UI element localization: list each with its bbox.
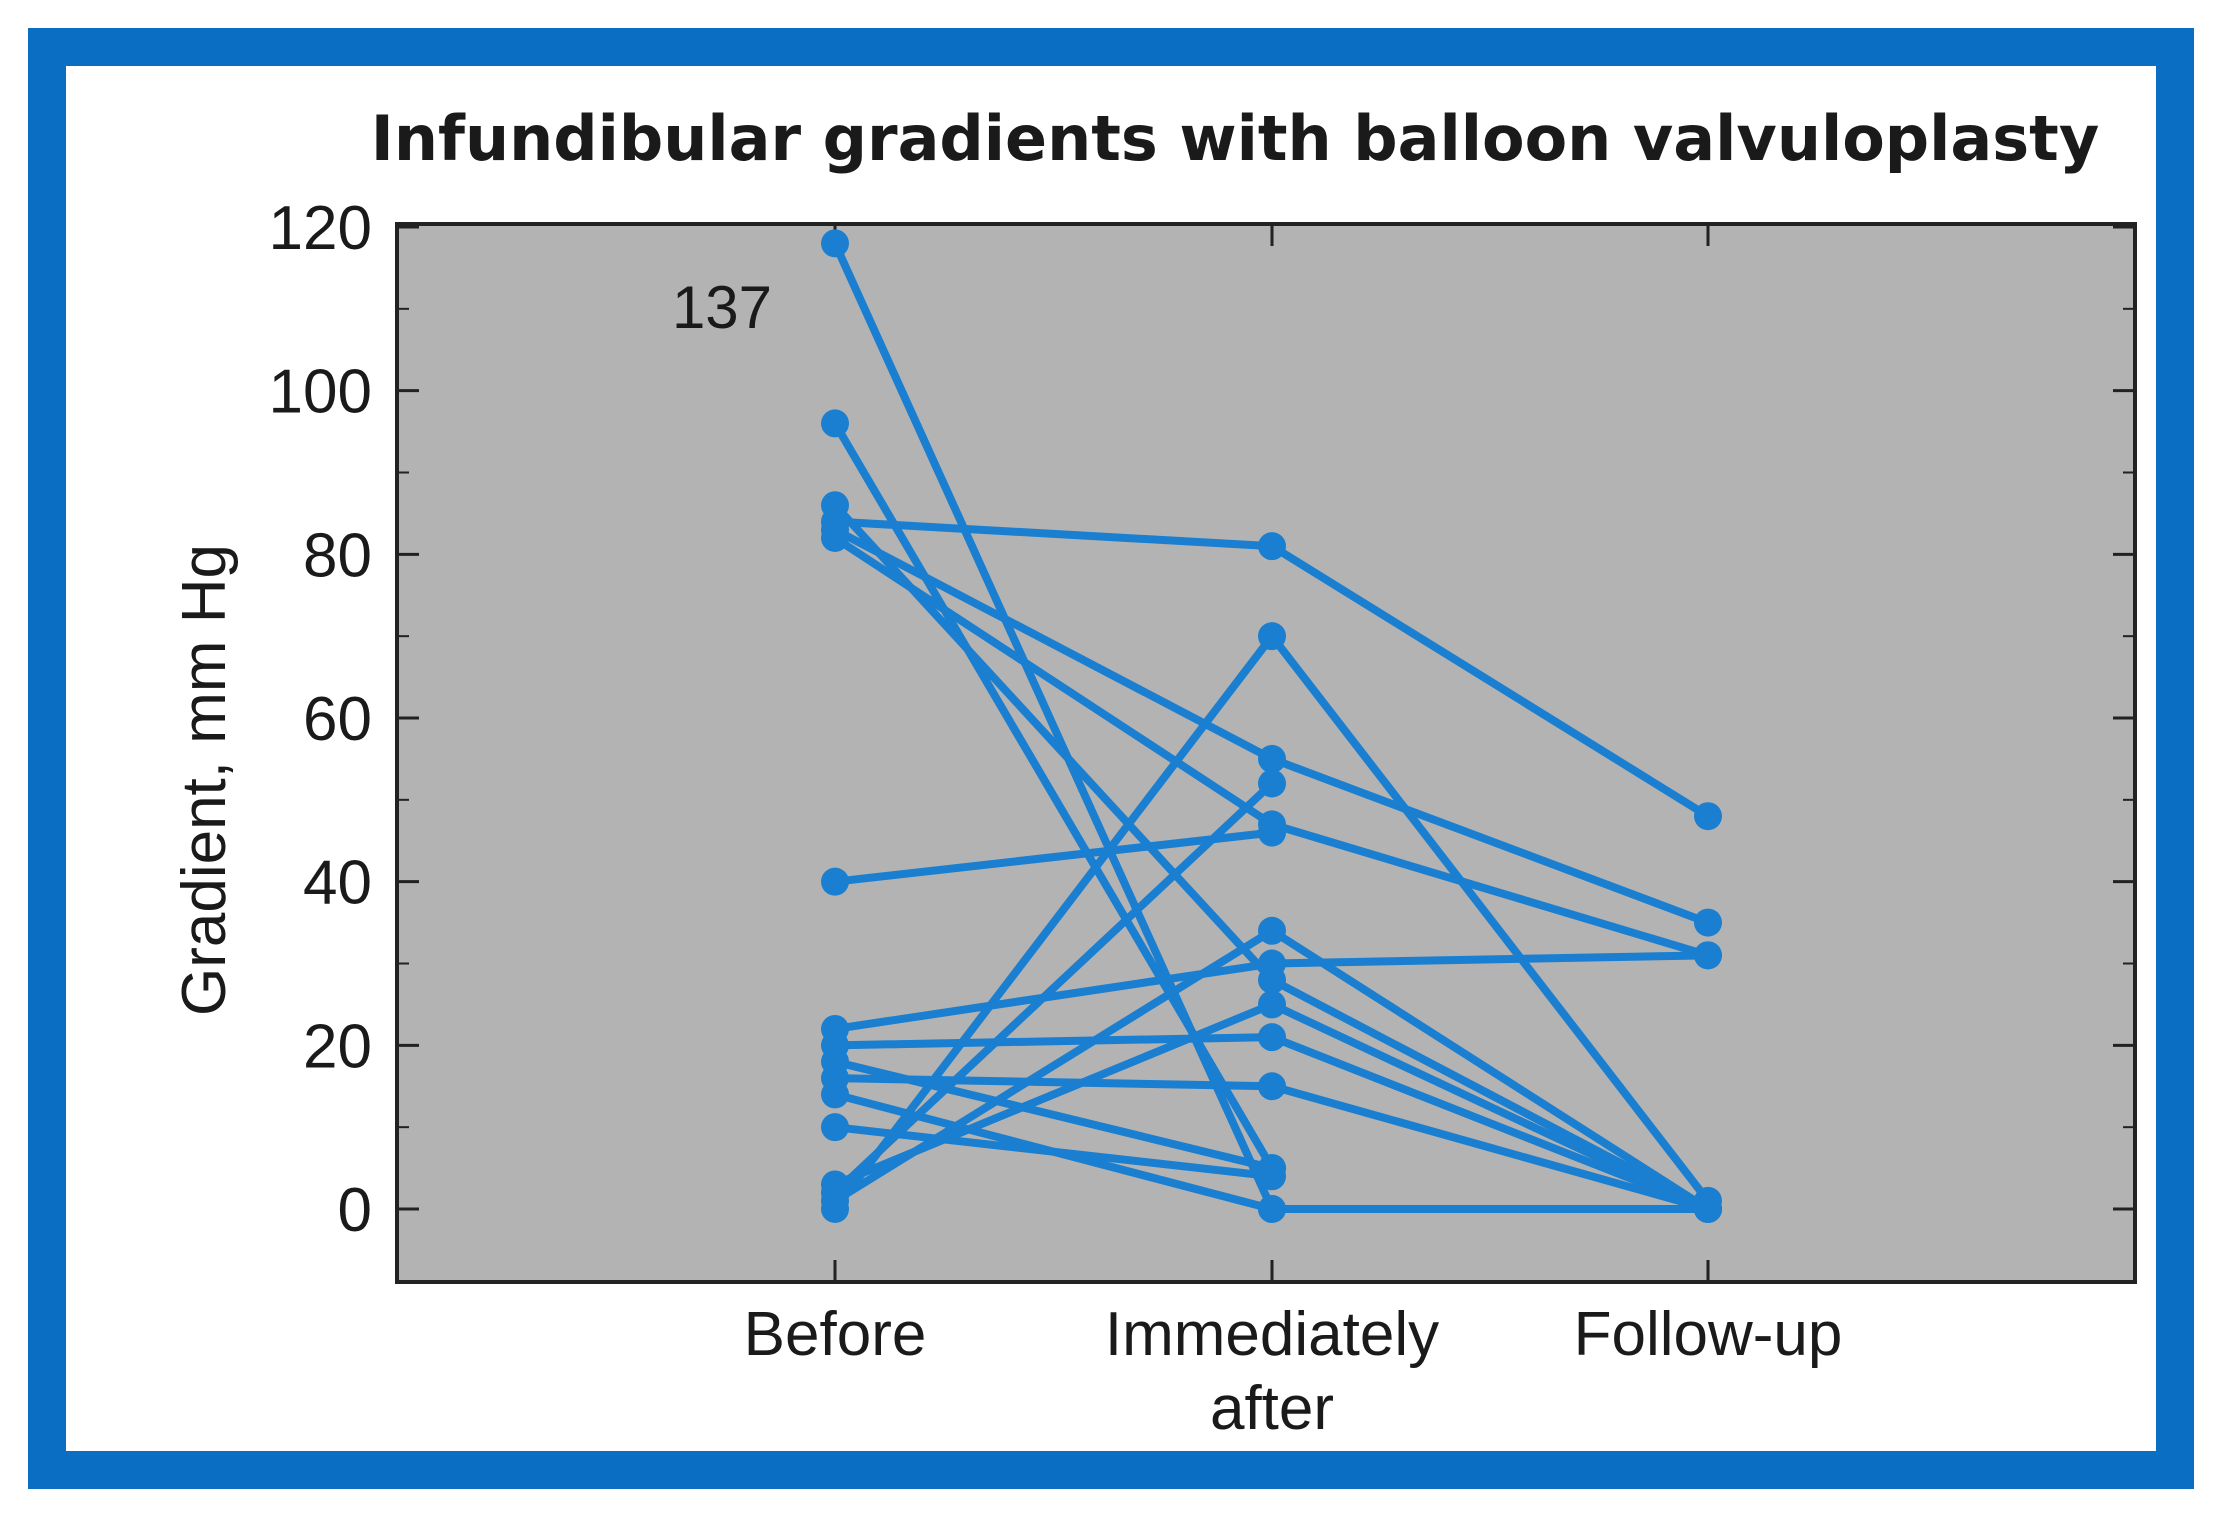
plot-border <box>395 222 2137 1284</box>
chart-title: Infundibular gradients with balloon valv… <box>371 102 2099 175</box>
data-point-s3-1 <box>1258 532 1286 561</box>
series-line-1 <box>831 419 1276 1173</box>
data-point-s13-1 <box>1258 622 1286 651</box>
data-point-s10-1 <box>1258 1072 1286 1101</box>
x-tick-label-1: Immediately after <box>1105 1300 1439 1443</box>
data-point-s11-0 <box>821 1080 849 1109</box>
annotation-137: 137 <box>672 274 772 341</box>
data-point-s6-1 <box>1258 818 1286 847</box>
y-tick-label-120: 120 <box>269 194 372 263</box>
data-point-s15-1 <box>1258 916 1286 945</box>
y-tick-labels: 0 20 40 60 80 100 120 <box>269 194 372 1245</box>
data-point-s8-1 <box>1258 1023 1286 1052</box>
data-point-s14-1 <box>1258 769 1286 798</box>
series-line-12 <box>831 1123 1276 1181</box>
data-point-s1-0 <box>821 409 849 438</box>
data-point-s16-2 <box>1694 1195 1722 1223</box>
data-point-s0-0 <box>821 229 849 258</box>
y-tick-label-20: 20 <box>303 1012 372 1081</box>
data-point-s5-0 <box>821 523 849 552</box>
series-line-6 <box>831 828 1276 886</box>
data-point-s4-2 <box>1694 908 1722 937</box>
series-points <box>821 229 1722 1223</box>
x-tick-label-0: Before <box>744 1300 927 1369</box>
data-point-s16-0 <box>821 1170 849 1199</box>
data-point-s6-0 <box>821 867 849 896</box>
x-tick-label-2: Follow-up <box>1574 1300 1843 1369</box>
y-tick-label-80: 80 <box>303 521 372 590</box>
series-line-14 <box>831 779 1276 1197</box>
y-tick-label-60: 60 <box>303 685 372 754</box>
data-point-s4-1 <box>1258 744 1286 773</box>
data-point-s3-2 <box>1694 802 1722 831</box>
x-tick-labels: Before Immediately after Follow-up <box>744 1300 1843 1443</box>
data-point-s7-2 <box>1694 941 1722 970</box>
data-point-s11-1 <box>1258 1195 1286 1223</box>
y-axis-label: Gradient, mm Hg <box>170 544 239 1016</box>
data-point-s16-1 <box>1258 990 1286 1019</box>
y-tick-label-0: 0 <box>338 1176 372 1245</box>
data-point-s7-1 <box>1258 949 1286 978</box>
y-tick-label-40: 40 <box>303 849 372 918</box>
data-point-s12-0 <box>821 1113 849 1142</box>
data-point-s12-1 <box>1258 1162 1286 1191</box>
y-tick-label-100: 100 <box>269 358 372 427</box>
